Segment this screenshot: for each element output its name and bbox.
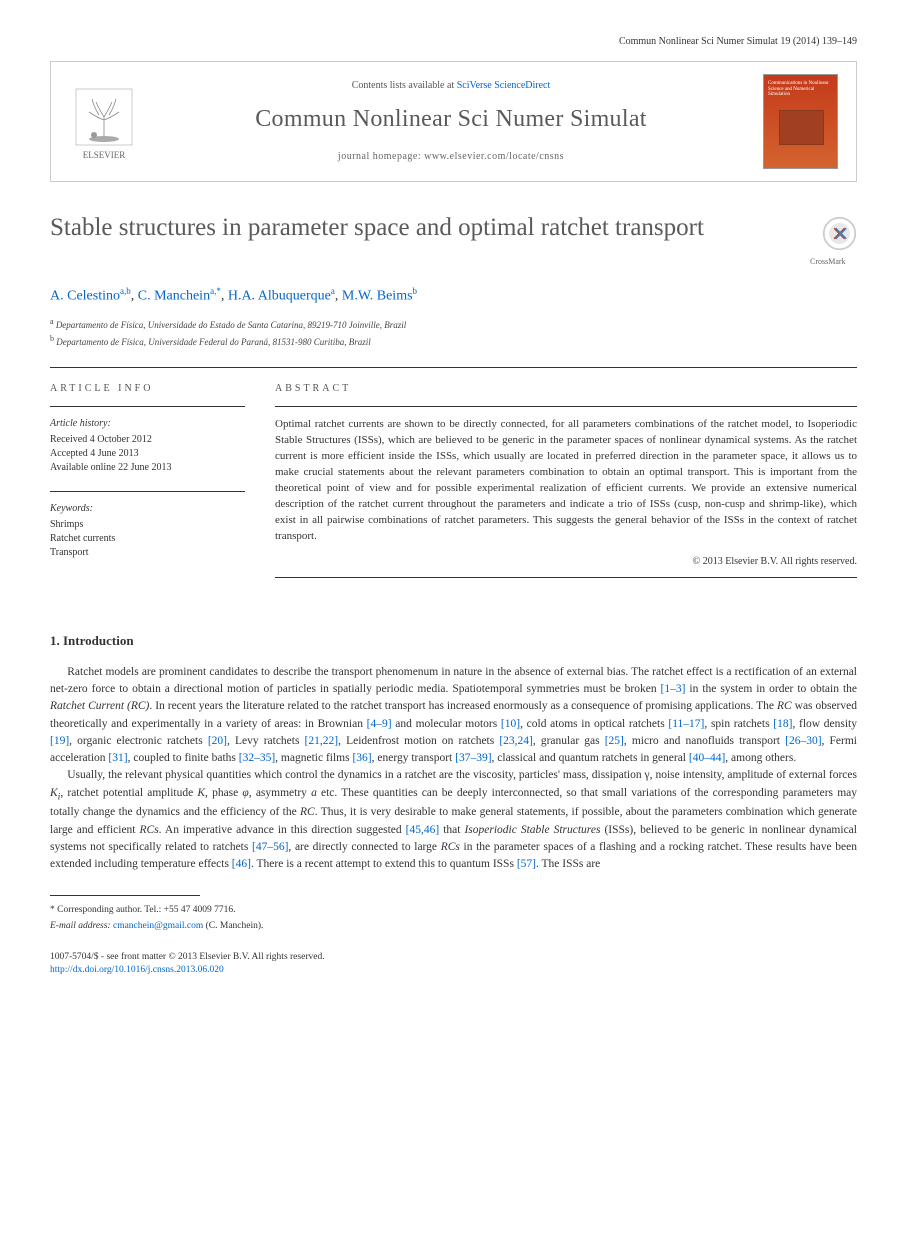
ref-23-24[interactable]: [23,24] xyxy=(499,735,533,747)
ref-40-44[interactable]: [40–44] xyxy=(689,752,725,764)
introduction-heading: 1. Introduction xyxy=(50,632,857,650)
article-page: Commun Nonlinear Sci Numer Simulat 19 (2… xyxy=(0,0,907,1013)
corresponding-author: * Corresponding author. Tel.: +55 47 400… xyxy=(50,904,857,917)
crossmark-label: CrossMark xyxy=(810,256,857,267)
affiliation-a: a Departamento de Física, Universidade d… xyxy=(50,316,857,333)
info-abstract-row: ARTICLE INFO Article history: Received 4… xyxy=(50,368,857,592)
ref-10[interactable]: [10] xyxy=(501,718,520,730)
doi-link[interactable]: http://dx.doi.org/10.1016/j.cnsns.2013.0… xyxy=(50,964,857,977)
publisher-name: ELSEVIER xyxy=(83,149,126,162)
ref-31[interactable]: [31] xyxy=(108,752,127,764)
ref-25[interactable]: [25] xyxy=(605,735,624,747)
affiliations: a Departamento de Física, Universidade d… xyxy=(50,316,857,349)
intro-paragraph-2: Usually, the relevant physical quantitie… xyxy=(50,767,857,873)
affiliation-b: b Departamento de Física, Universidade F… xyxy=(50,333,857,350)
homepage-url[interactable]: www.elsevier.com/locate/cnsns xyxy=(424,151,564,162)
introduction-body: Ratchet models are prominent candidates … xyxy=(50,664,857,873)
abstract-label: ABSTRACT xyxy=(275,382,857,396)
title-row: Stable structures in parameter space and… xyxy=(50,212,857,267)
article-info-label: ARTICLE INFO xyxy=(50,382,245,396)
journal-header: ELSEVIER Contents lists available at Sci… xyxy=(50,61,857,182)
contents-available-line: Contents lists available at SciVerse Sci… xyxy=(157,79,745,93)
ref-46[interactable]: [46] xyxy=(232,858,251,870)
abstract-copyright: © 2013 Elsevier B.V. All rights reserved… xyxy=(275,555,857,569)
footer-rule xyxy=(50,895,200,896)
issn-line: 1007-5704/$ - see front matter © 2013 El… xyxy=(50,951,857,964)
ref-47-56[interactable]: [47–56] xyxy=(252,841,288,853)
ref-37-39[interactable]: [37–39] xyxy=(455,752,491,764)
ref-26-30[interactable]: [26–30] xyxy=(785,735,821,747)
article-info-column: ARTICLE INFO Article history: Received 4… xyxy=(50,382,245,578)
header-center: Contents lists available at SciVerse Sci… xyxy=(157,79,745,165)
article-title: Stable structures in parameter space and… xyxy=(50,212,810,245)
ref-18[interactable]: [18] xyxy=(773,718,792,730)
author-1[interactable]: A. Celestino xyxy=(50,289,120,304)
author-2[interactable]: C. Manchein xyxy=(138,289,210,304)
article-history: Article history: Received 4 October 2012… xyxy=(50,417,245,475)
keywords-block: Keywords: Shrimps Ratchet currents Trans… xyxy=(50,502,245,560)
sciencedirect-link[interactable]: SciVerse ScienceDirect xyxy=(457,80,551,91)
ref-32-35[interactable]: [32–35] xyxy=(239,752,275,764)
ref-20[interactable]: [20] xyxy=(208,735,227,747)
elsevier-logo: ELSEVIER xyxy=(69,82,139,162)
author-3[interactable]: H.A. Albuquerque xyxy=(228,289,331,304)
author-4[interactable]: M.W. Beims xyxy=(342,289,413,304)
email-link[interactable]: cmanchein@gmail.com xyxy=(113,921,203,931)
footer-block: 1007-5704/$ - see front matter © 2013 El… xyxy=(50,951,857,978)
crossmark-icon xyxy=(822,216,857,251)
intro-paragraph-1: Ratchet models are prominent candidates … xyxy=(50,664,857,768)
elsevier-tree-icon xyxy=(74,87,134,147)
ref-4-9[interactable]: [4–9] xyxy=(367,718,392,730)
journal-title: Commun Nonlinear Sci Numer Simulat xyxy=(157,103,745,137)
ref-21-22[interactable]: [21,22] xyxy=(305,735,339,747)
ref-36[interactable]: [36] xyxy=(352,752,371,764)
corresponding-email: E-mail address: cmanchein@gmail.com (C. … xyxy=(50,920,857,933)
abstract-column: ABSTRACT Optimal ratchet currents are sh… xyxy=(275,382,857,578)
ref-11-17[interactable]: [11–17] xyxy=(668,718,704,730)
ref-57[interactable]: [57] xyxy=(517,858,536,870)
journal-cover-thumbnail: Communications in Nonlinear Science and … xyxy=(763,74,838,169)
author-list: A. Celestinoa,b, C. Mancheina,*, H.A. Al… xyxy=(50,285,857,306)
ref-1-3[interactable]: [1–3] xyxy=(661,683,686,695)
ref-45-46[interactable]: [45,46] xyxy=(406,824,440,836)
abstract-text: Optimal ratchet currents are shown to be… xyxy=(275,417,857,545)
crossmark-badge[interactable]: CrossMark xyxy=(810,212,857,267)
ref-19[interactable]: [19] xyxy=(50,735,69,747)
top-citation: Commun Nonlinear Sci Numer Simulat 19 (2… xyxy=(50,35,857,49)
journal-homepage: journal homepage: www.elsevier.com/locat… xyxy=(157,150,745,164)
